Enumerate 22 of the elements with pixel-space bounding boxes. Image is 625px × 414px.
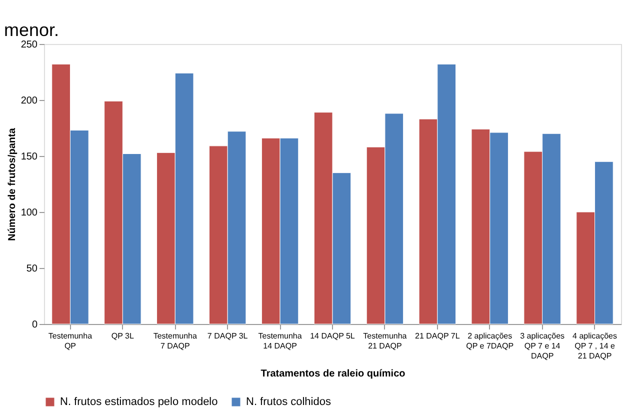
y-tick-label: 200 bbox=[20, 96, 38, 106]
x-tick-label: 21 DAQP 7L bbox=[415, 332, 460, 340]
x-tick-label: Testemunha QP bbox=[48, 332, 93, 350]
y-axis-title: Número de frutos/panta bbox=[6, 128, 18, 241]
text: menor. bbox=[4, 20, 60, 40]
x-tick-label: 7 DAQP 3L bbox=[207, 332, 248, 340]
y-tick-label: 150 bbox=[20, 152, 38, 162]
y-tick-label: 50 bbox=[26, 264, 38, 274]
legend-label: N. frutos estimados pelo modelo bbox=[60, 396, 218, 408]
x-tick-label: QP 3L bbox=[111, 332, 134, 340]
x-tick-label: 14 DAQP 5L bbox=[310, 332, 356, 340]
x-tick-label: Testemunha 14 DAQP bbox=[258, 332, 302, 350]
x-axis-title: Tratamentos de raleio químico bbox=[260, 368, 406, 380]
x-tick-label: Testemunha 7 DAQP bbox=[153, 332, 198, 350]
x-tick-label: 2 aplicações QP e 7DAQP bbox=[466, 332, 514, 350]
y-tick-label: 250 bbox=[20, 40, 38, 50]
x-tick-label: Testemunha 21 DAQP bbox=[363, 332, 408, 350]
legend-label: N. frutos colhidos bbox=[246, 396, 332, 408]
x-tick-label: 4 aplicações QP 7 , 14 e 21 DAQP bbox=[572, 332, 618, 360]
y-tick-label: 100 bbox=[20, 208, 38, 218]
y-tick-label: 0 bbox=[32, 320, 38, 330]
x-tick-label: 3 aplicações QP 7 e 14 DAQP bbox=[520, 332, 565, 360]
